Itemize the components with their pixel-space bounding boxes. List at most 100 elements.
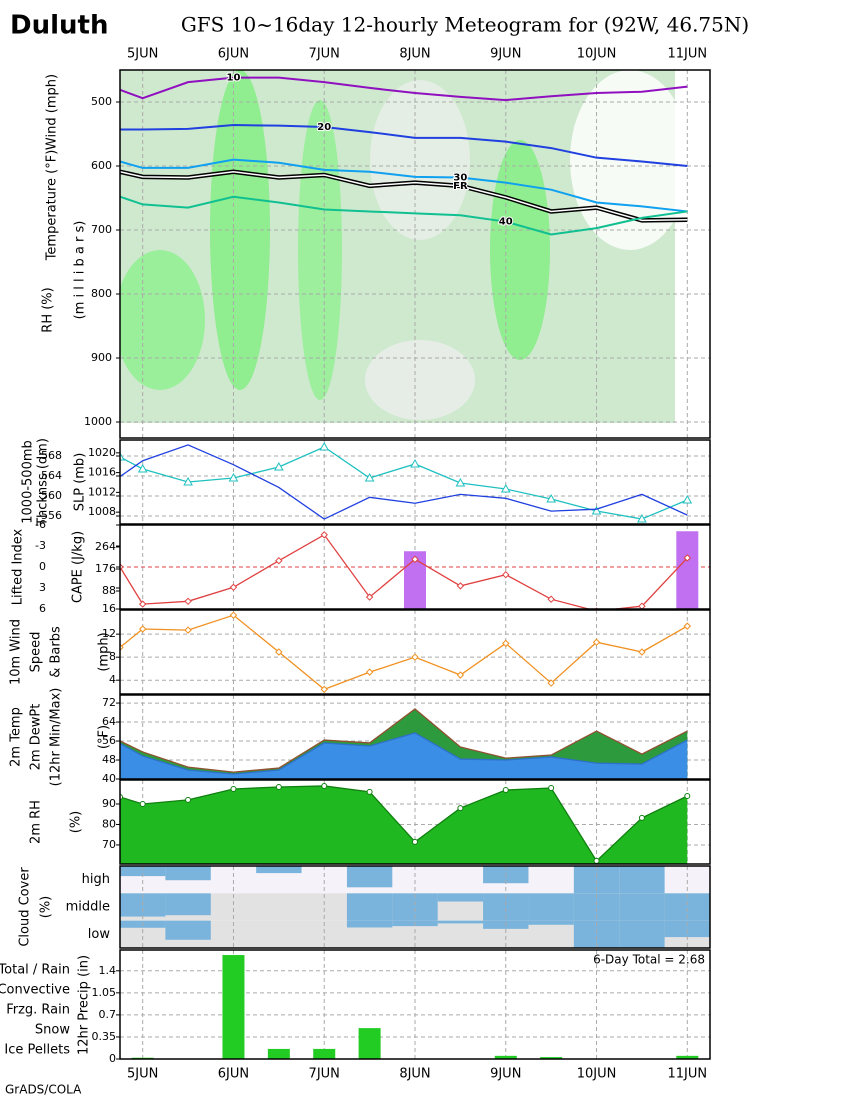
y-tick-label: 1000 [84,415,112,428]
axis-label: & Barbs [49,626,64,678]
cloud-block [165,866,211,881]
marker-triangle [455,477,466,487]
panel-frame [119,439,711,525]
marker-circle [638,814,645,821]
cloud-block [619,893,665,921]
x-tick-label: 9JUN [490,47,521,62]
station-name: Duluth [10,11,108,41]
x-tick-label: 7JUN [309,1067,340,1082]
marker-circle [185,796,192,803]
panel [120,780,710,864]
axis-label: SLP (mb) [73,453,88,512]
y-tick-label: 800 [91,287,112,300]
marker-circle [230,786,237,793]
legend-entry: Ice Pellets [4,1043,70,1058]
marker-diamond [138,625,147,633]
marker-circle [502,787,509,794]
marker-diamond [184,626,192,634]
y2-tick-label: 176 [95,562,116,575]
line [120,195,688,236]
panel-frame [119,694,711,780]
cloud-block [165,920,211,940]
marker-circle [275,783,282,790]
marker-triangle [137,463,148,473]
marker-diamond [547,595,555,603]
axis-label: RH (%) [41,287,56,332]
y-tick-label: 80 [102,817,116,830]
marker-triangle [319,441,330,451]
panel-frame [119,779,711,865]
y2-tick-label: 1016 [88,466,116,479]
marker-diamond [365,593,374,601]
axis-label: 12hr Precip (in) [77,955,92,1055]
bar [494,1055,517,1059]
rh-patch [298,100,342,400]
line [120,124,688,167]
rh-shading [120,70,690,423]
marker-diamond [411,555,419,564]
y-tick-label: -6 [35,518,46,531]
y-tick-label: 6 [39,602,46,615]
cloud-block [619,866,665,894]
y-tick-label: 564 [41,469,62,482]
marker-diamond [502,639,510,648]
bar [222,955,245,1059]
y-tick-label: 600 [91,159,112,172]
isotherm-label: 10 [227,73,241,84]
chart-title: GFS 10~16day 12-hourly Meteogram for (92… [181,13,749,37]
y-tick-label: 0.7 [99,1008,117,1021]
legend-entry: Total / Rain [0,963,70,978]
cloud-category: middle [66,900,110,915]
x-tick-label: 8JUN [399,47,430,62]
isotherm-label: FR [453,181,468,192]
marker-diamond [229,583,238,592]
marker-diamond [320,531,328,539]
line [120,158,688,213]
marker-diamond [502,570,510,579]
x-tick-label: 9JUN [490,1067,521,1082]
marker-diamond [456,671,465,679]
axis-label: (m i l l i b a r s) [73,221,88,320]
bar [267,1048,290,1059]
x-tick-label: 8JUN [399,1067,430,1082]
panel-frame [119,949,711,1060]
marker-triangle [546,493,557,503]
bar [313,1048,336,1059]
marker-circle [457,805,464,812]
marker-diamond [365,668,374,676]
cloud-block [346,920,393,928]
panel [120,525,710,609]
cloud-block [528,893,574,921]
y-tick-label: 0.35 [92,1030,117,1043]
marker-diamond [638,602,646,609]
y-tick-label: 12 [102,627,116,640]
y-tick-label: 560 [41,489,62,502]
y-tick-label: 0 [109,1052,116,1065]
marker-circle [321,782,328,789]
panel-frame [119,524,711,610]
x-tick-label: 11JUN [667,1067,707,1082]
panel [120,866,710,948]
y2-tick-label: 88 [102,584,116,597]
line [120,533,688,609]
y-tick-label: 700 [91,223,112,236]
cloud-block [165,893,211,916]
isotherm-inner [120,171,688,222]
x-tick-label: 6JUN [218,47,249,62]
axis-label: 1000-500mb [21,440,36,524]
y-tick-label: 4 [109,673,116,686]
panel [120,440,710,524]
axis-label: Lifted Index [11,528,26,605]
rh-dry [365,340,475,420]
cloud-block [664,920,710,938]
axis-label: 2m Temp [9,707,24,767]
panel [120,695,710,779]
marker-diamond [138,600,147,608]
line [120,444,688,520]
cloud-category: low [88,927,111,942]
axis-label: Speed [29,632,44,673]
cloud-block [346,866,393,888]
line [120,76,688,102]
marker-triangle [183,476,193,486]
